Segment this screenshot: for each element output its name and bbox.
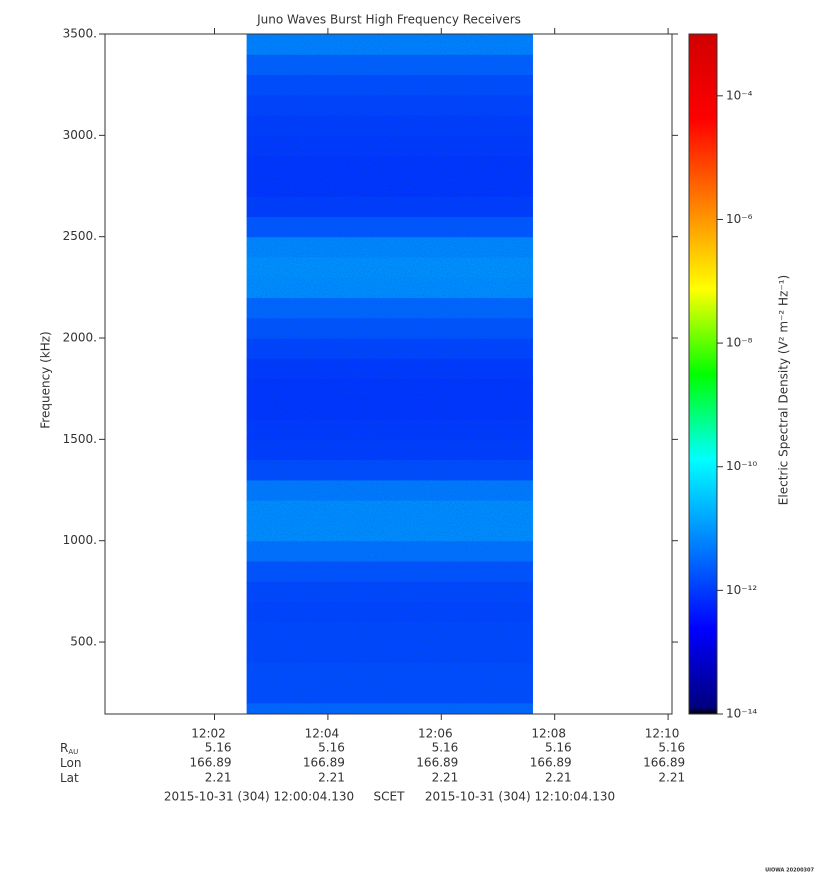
colorbar-tick-label: 10⁻⁸ bbox=[726, 336, 753, 350]
ephemeris-label-text: Lon bbox=[60, 756, 81, 770]
chart-title: Juno Waves Burst High Frequency Receiver… bbox=[256, 13, 521, 27]
y-tick-label: 3500. bbox=[63, 27, 97, 41]
ephemeris-value: 5.16 bbox=[658, 741, 685, 755]
ephemeris-value: 2.21 bbox=[318, 771, 345, 785]
colorbar-label: Electric Spectral Density (V² m⁻² Hz⁻¹) bbox=[777, 275, 791, 505]
x-tick-label: 12:02 bbox=[191, 727, 226, 741]
ephemeris-value: 5.16 bbox=[545, 741, 572, 755]
ephemeris-value: 166.89 bbox=[416, 756, 458, 770]
colorbar-tick-label: 10⁻¹² bbox=[726, 583, 757, 597]
ephemeris-value: 2.21 bbox=[205, 771, 232, 785]
y-tick-label: 2000. bbox=[63, 331, 97, 345]
y-tick-label: 1000. bbox=[63, 533, 97, 547]
ephemeris-label-text: R bbox=[60, 741, 68, 755]
colorbar-tick-label: 10⁻⁶ bbox=[726, 212, 753, 226]
x-tick-label: 12:06 bbox=[418, 727, 453, 741]
credit: UIOWA 20200307 bbox=[765, 868, 814, 874]
time-end: 2015-10-31 (304) 12:10:04.130 bbox=[425, 790, 615, 804]
ephemeris-value: 166.89 bbox=[303, 756, 345, 770]
x-tick-label: 12:10 bbox=[645, 727, 680, 741]
ephemeris-value: 166.89 bbox=[530, 756, 572, 770]
colorbar bbox=[688, 33, 718, 715]
ephemeris-value: 2.21 bbox=[432, 771, 459, 785]
y-tick-label: 2500. bbox=[63, 229, 97, 243]
ephemeris-label-text: Lat bbox=[60, 771, 79, 785]
ephemeris-label: RAU bbox=[60, 741, 78, 757]
y-tick-label: 3000. bbox=[63, 128, 97, 142]
ephemeris-label: Lat bbox=[60, 771, 79, 785]
ephemeris-value: 5.16 bbox=[205, 741, 232, 755]
noise-texture bbox=[246, 34, 533, 714]
x-tick-label: 12:08 bbox=[531, 727, 566, 741]
ephemeris-value: 5.16 bbox=[318, 741, 345, 755]
y-axis-label: Frequency (kHz) bbox=[39, 331, 53, 428]
ephemeris-value: 166.89 bbox=[189, 756, 231, 770]
ephemeris-label: Lon bbox=[60, 756, 81, 770]
ephemeris-value: 2.21 bbox=[658, 771, 685, 785]
colorbar-tick-label: 10⁻¹⁴ bbox=[726, 707, 757, 721]
time-start: 2015-10-31 (304) 12:00:04.130 bbox=[164, 790, 354, 804]
ephemeris-value: 166.89 bbox=[643, 756, 685, 770]
x-tick-label: 12:04 bbox=[305, 727, 340, 741]
y-tick-label: 500. bbox=[70, 635, 97, 649]
plot-frame bbox=[104, 33, 673, 715]
ephemeris-value: 2.21 bbox=[545, 771, 572, 785]
ephemeris-value: 5.16 bbox=[432, 741, 459, 755]
scet-label: SCET bbox=[374, 790, 406, 804]
ephemeris-label-subscript: AU bbox=[68, 748, 78, 756]
colorbar-tick-label: 10⁻¹⁰ bbox=[726, 459, 757, 473]
y-tick-label: 1500. bbox=[63, 432, 97, 446]
colorbar-tick-label: 10⁻⁴ bbox=[726, 88, 753, 102]
